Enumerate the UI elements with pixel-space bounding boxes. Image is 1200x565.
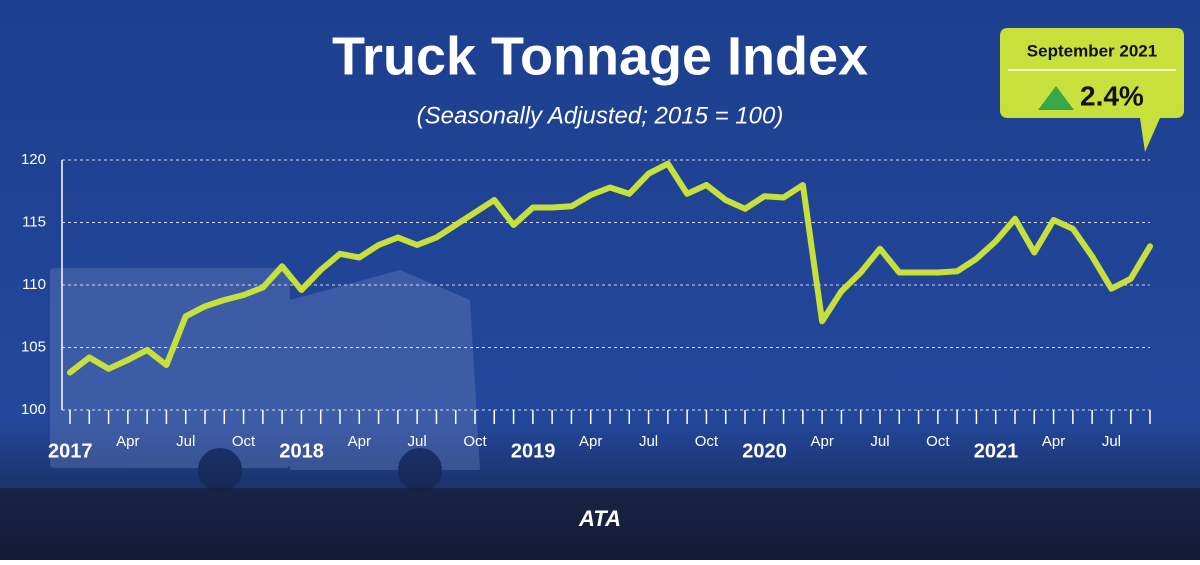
road bbox=[0, 488, 1200, 560]
chart-subtitle: (Seasonally Adjusted; 2015 = 100) bbox=[417, 102, 784, 129]
up-arrow bbox=[1038, 86, 1074, 110]
x-tick-label: Apr bbox=[810, 433, 833, 450]
x-tick-label: Oct bbox=[463, 433, 487, 450]
x-tick-label: Jul bbox=[639, 433, 658, 450]
x-tick-label: Apr bbox=[579, 433, 602, 450]
x-tick-label: 2018 bbox=[279, 440, 324, 462]
truck-silhouette bbox=[50, 268, 480, 492]
x-tick-label: 2021 bbox=[974, 440, 1019, 462]
y-tick-label: 100 bbox=[21, 401, 46, 418]
y-tick-label: 110 bbox=[22, 276, 46, 293]
chart-title: Truck Tonnage Index bbox=[332, 26, 868, 86]
y-tick-label: 105 bbox=[21, 338, 46, 355]
x-tick-label: 2017 bbox=[48, 440, 93, 462]
x-tick-label: Jul bbox=[408, 433, 427, 450]
data-line bbox=[67, 160, 1153, 376]
x-tick-label: 2019 bbox=[511, 440, 556, 462]
x-tick-label: Apr bbox=[348, 433, 371, 450]
x-tick-label: Oct bbox=[695, 433, 719, 450]
x-tick-label: Apr bbox=[116, 433, 139, 450]
y-tick-label: 120 bbox=[21, 151, 46, 168]
x-tick-label: Oct bbox=[926, 433, 950, 450]
x-tick-label: Jul bbox=[176, 433, 195, 450]
callout-change: 2.4% bbox=[1080, 80, 1144, 111]
callout-title: September 2021 bbox=[1027, 41, 1157, 60]
logo: ATA bbox=[578, 506, 621, 531]
x-tick-label: Apr bbox=[1042, 433, 1065, 450]
x-tick-label: Jul bbox=[870, 433, 889, 450]
callout-box bbox=[1000, 28, 1184, 152]
y-tick-label: 115 bbox=[22, 213, 46, 230]
x-tick-label: 2020 bbox=[742, 440, 787, 462]
x-tick-label: Jul bbox=[1102, 433, 1121, 450]
callout: September 2021 2.4% bbox=[1000, 28, 1184, 152]
x-tick-label: Oct bbox=[232, 433, 256, 450]
